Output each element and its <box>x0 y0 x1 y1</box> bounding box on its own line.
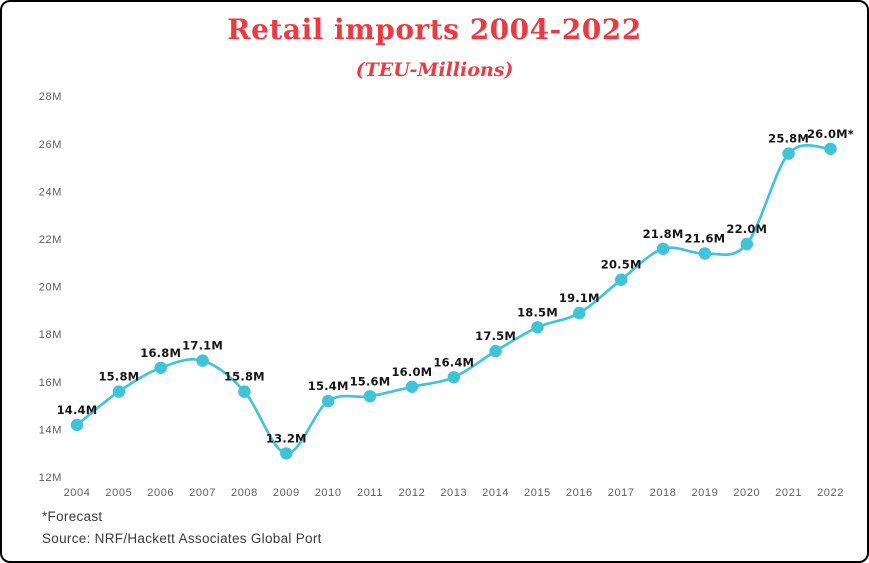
data-point-marker <box>656 242 670 255</box>
data-point-marker <box>489 344 502 358</box>
data-point-marker <box>70 418 84 432</box>
y-axis-tick-label: 24M <box>39 186 62 198</box>
x-axis-tick-label: 2017 <box>608 487 635 499</box>
y-axis-tick-label: 22M <box>39 234 62 246</box>
x-axis-tick-label: 2020 <box>733 487 760 499</box>
x-axis-tick-label: 2005 <box>105 487 132 499</box>
x-axis-tick-label: 2004 <box>64 487 91 499</box>
data-point-marker <box>698 247 712 260</box>
data-point-marker <box>782 147 795 160</box>
data-point-label: 26.0M* <box>807 127 854 141</box>
forecast-footnote: *Forecast <box>42 509 103 524</box>
y-axis-tick-label: 28M <box>39 91 62 103</box>
x-axis-tick-label: 2012 <box>398 487 425 499</box>
x-axis-tick-label: 2009 <box>273 487 300 499</box>
y-axis-tick-label: 14M <box>39 424 62 436</box>
data-point-marker <box>363 390 377 403</box>
x-axis-tick-label: 2010 <box>315 487 342 499</box>
y-axis-tick-label: 18M <box>39 329 62 341</box>
data-point-label: 15.4M <box>308 379 349 393</box>
x-axis-tick-label: 2014 <box>482 487 509 499</box>
data-point-marker <box>573 306 586 320</box>
data-point-label: 17.1M <box>182 339 223 353</box>
data-point-marker <box>824 142 837 155</box>
data-point-label: 15.8M <box>98 370 139 384</box>
data-point-marker <box>238 385 251 398</box>
data-point-label: 17.5M <box>475 329 516 343</box>
x-axis-tick-label: 2022 <box>817 487 844 499</box>
data-point-marker <box>531 321 544 334</box>
data-point-label: 18.5M <box>517 305 558 319</box>
data-point-label: 21.8M <box>643 227 684 241</box>
y-axis-tick-label: 16M <box>39 377 62 389</box>
data-point-marker <box>280 447 293 460</box>
x-axis-tick-label: 2007 <box>189 487 216 499</box>
data-point-marker <box>154 361 167 374</box>
data-point-label: 16.8M <box>140 346 181 360</box>
chart-title: Retail imports 2004-2022 <box>227 13 642 46</box>
x-axis-tick-label: 2021 <box>775 487 802 499</box>
data-point-label: 15.6M <box>350 374 391 388</box>
y-axis-tick-label: 26M <box>39 139 62 151</box>
data-point-marker <box>112 385 126 398</box>
data-point-marker <box>740 237 753 251</box>
y-axis-tick-label: 12M <box>39 472 62 484</box>
data-point-label: 25.8M <box>768 132 809 146</box>
data-point-marker <box>322 394 335 408</box>
data-point-label: 16.4M <box>433 355 474 369</box>
data-point-marker <box>447 371 460 384</box>
x-axis-tick-label: 2011 <box>357 487 383 499</box>
x-axis-tick-label: 2013 <box>440 487 467 499</box>
x-axis-tick-label: 2019 <box>691 487 718 499</box>
chart-subtitle: (TEU-Millions) <box>355 59 514 81</box>
data-point-label: 13.2M <box>266 431 307 445</box>
data-point-label: 16.0M <box>391 365 432 379</box>
data-point-label: 20.5M <box>601 258 642 272</box>
x-axis-tick-label: 2008 <box>231 487 258 499</box>
data-point-label: 21.6M <box>684 232 725 246</box>
x-axis-tick-label: 2016 <box>566 487 593 499</box>
data-point-label: 15.8M <box>224 370 265 384</box>
data-point-label: 22.0M <box>726 222 767 236</box>
x-axis-tick-label: 2006 <box>147 487 174 499</box>
source-footnote: Source: NRF/Hackett Associates Global Po… <box>42 531 322 546</box>
x-axis-tick-label: 2018 <box>650 487 677 499</box>
data-point-marker <box>405 380 419 393</box>
y-axis-tick-label: 20M <box>39 282 62 294</box>
x-axis-tick-label: 2015 <box>524 487 551 499</box>
data-point-label: 14.4M <box>57 403 98 417</box>
data-point-marker <box>615 273 628 286</box>
series-line <box>75 144 832 455</box>
data-point-marker <box>196 354 209 367</box>
data-point-label: 19.1M <box>559 291 600 305</box>
